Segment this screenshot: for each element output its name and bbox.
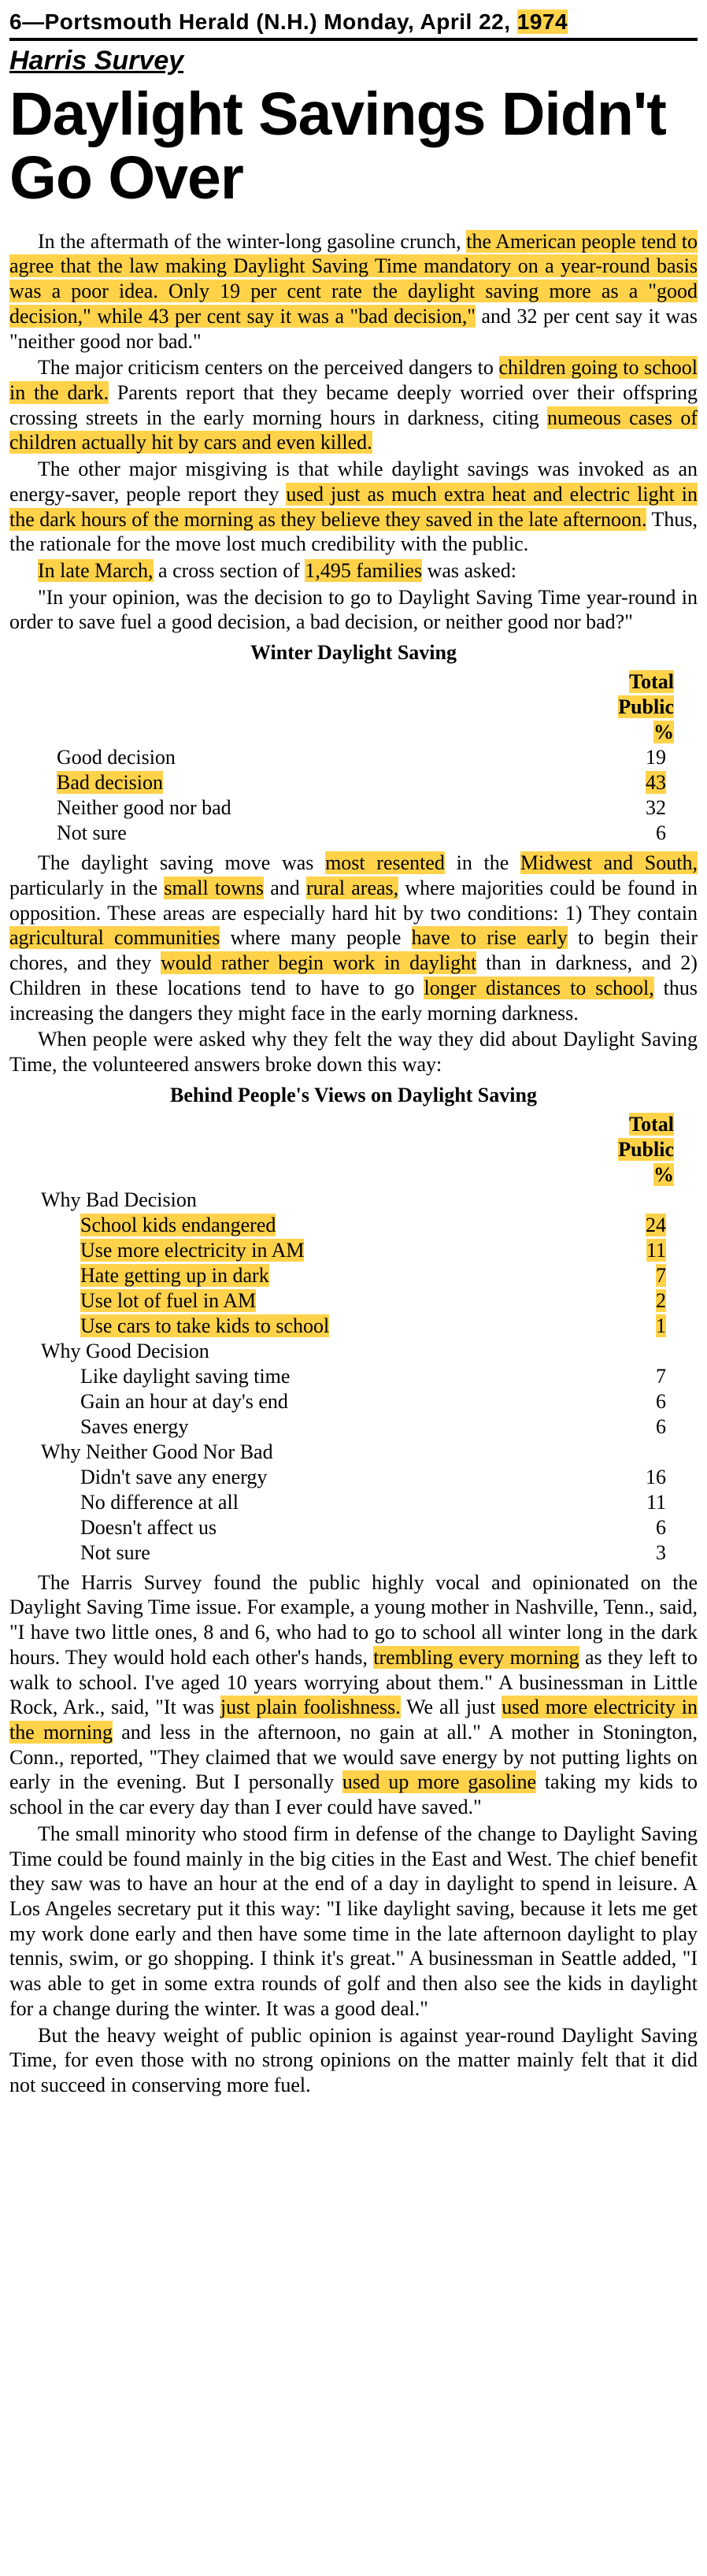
table-row: Gain an hour at day's end6 bbox=[9, 1389, 698, 1414]
table-row: Like daylight saving time7 bbox=[9, 1364, 698, 1389]
top-rule bbox=[9, 38, 698, 41]
para-4: In late March, a cross section of 1,495 … bbox=[9, 558, 698, 584]
table-row: Bad decision43 bbox=[9, 770, 698, 795]
row-value: 6 bbox=[571, 1389, 698, 1414]
table-row: Good decision19 bbox=[9, 745, 698, 770]
row-value: 16 bbox=[571, 1465, 698, 1490]
row-value: 7 bbox=[571, 1263, 698, 1288]
section-heading-row: Why Neither Good Nor Bad bbox=[9, 1440, 698, 1465]
table1: Total Public % Good decision19Bad decisi… bbox=[9, 669, 698, 846]
row-label: Bad decision bbox=[9, 770, 571, 795]
row-value: 1 bbox=[571, 1314, 698, 1339]
row-label: Not sure bbox=[9, 821, 571, 846]
row-value: 43 bbox=[571, 770, 698, 795]
table-row: Not sure6 bbox=[9, 821, 698, 846]
kicker: Harris Survey bbox=[9, 46, 698, 76]
table-row: Hate getting up in dark7 bbox=[9, 1263, 698, 1288]
row-label: No difference at all bbox=[9, 1490, 571, 1515]
row-label: Not sure bbox=[9, 1540, 571, 1566]
table-row: Doesn't affect us6 bbox=[9, 1515, 698, 1540]
table-row: Not sure3 bbox=[9, 1540, 698, 1566]
table-row: Use lot of fuel in AM2 bbox=[9, 1288, 698, 1314]
row-value: 6 bbox=[571, 821, 698, 846]
row-value: 6 bbox=[571, 1515, 698, 1540]
row-value: 24 bbox=[571, 1213, 698, 1238]
section-heading: Why Neither Good Nor Bad bbox=[9, 1440, 698, 1465]
section-heading-row: Why Bad Decision bbox=[9, 1188, 698, 1213]
section-heading: Why Bad Decision bbox=[9, 1188, 698, 1213]
row-label: Hate getting up in dark bbox=[9, 1263, 571, 1288]
row-value: 3 bbox=[571, 1540, 698, 1566]
row-value: 6 bbox=[571, 1414, 698, 1440]
masthead: 6—Portsmouth Herald (N.H.) Monday, April… bbox=[9, 9, 698, 35]
row-value: 32 bbox=[571, 795, 698, 821]
para-6: The daylight saving move was most resent… bbox=[9, 851, 698, 1025]
masthead-year: 1974 bbox=[517, 9, 568, 34]
para-3: The other major misgiving is that while … bbox=[9, 457, 698, 557]
row-label: Use lot of fuel in AM bbox=[9, 1288, 571, 1314]
row-label: Use cars to take kids to school bbox=[9, 1314, 571, 1339]
row-value: 11 bbox=[571, 1490, 698, 1515]
article-body: In the aftermath of the winter-long gaso… bbox=[9, 229, 698, 2098]
table-row: School kids endangered24 bbox=[9, 1213, 698, 1238]
row-label: School kids endangered bbox=[9, 1213, 571, 1238]
row-label: Good decision bbox=[9, 745, 571, 770]
row-value: 2 bbox=[571, 1288, 698, 1314]
row-label: Didn't save any energy bbox=[9, 1465, 571, 1490]
row-label: Gain an hour at day's end bbox=[9, 1389, 571, 1414]
table1-title: Winter Daylight Saving bbox=[9, 641, 698, 665]
para-1: In the aftermath of the winter-long gaso… bbox=[9, 229, 698, 354]
table-row: Neither good nor bad32 bbox=[9, 795, 698, 821]
row-label: Neither good nor bad bbox=[9, 795, 571, 821]
table-row: Saves energy6 bbox=[9, 1414, 698, 1440]
row-label: Like daylight saving time bbox=[9, 1364, 571, 1389]
masthead-prefix: 6—Portsmouth Herald (N.H.) Monday, April… bbox=[9, 9, 517, 34]
table-row: Use more electricity in AM11 bbox=[9, 1238, 698, 1263]
table2-title: Behind People's Views on Daylight Saving bbox=[9, 1084, 698, 1107]
para-9: The small minority who stood firm in def… bbox=[9, 1822, 698, 2022]
section-heading-row: Why Good Decision bbox=[9, 1339, 698, 1364]
para-7: When people were asked why they felt the… bbox=[9, 1027, 698, 1077]
para-8: The Harris Survey found the public highl… bbox=[9, 1570, 698, 1820]
para-5-question: "In your opinion, was the decision to go… bbox=[9, 585, 698, 635]
table2: Total Public % Why Bad DecisionSchool ki… bbox=[9, 1112, 698, 1566]
headline: Daylight Savings Didn't Go Over bbox=[9, 83, 698, 210]
row-label: Doesn't affect us bbox=[9, 1515, 571, 1540]
row-label: Saves energy bbox=[9, 1414, 571, 1440]
para-10: But the heavy weight of public opinion i… bbox=[9, 2023, 698, 2098]
table-row: Didn't save any energy16 bbox=[9, 1465, 698, 1490]
row-value: 19 bbox=[571, 745, 698, 770]
table-row: No difference at all11 bbox=[9, 1490, 698, 1515]
row-value: 7 bbox=[571, 1364, 698, 1389]
row-value: 11 bbox=[571, 1238, 698, 1263]
para-2: The major criticism centers on the perce… bbox=[9, 355, 698, 455]
row-label: Use more electricity in AM bbox=[9, 1238, 571, 1263]
section-heading: Why Good Decision bbox=[9, 1339, 698, 1364]
table-row: Use cars to take kids to school1 bbox=[9, 1314, 698, 1339]
